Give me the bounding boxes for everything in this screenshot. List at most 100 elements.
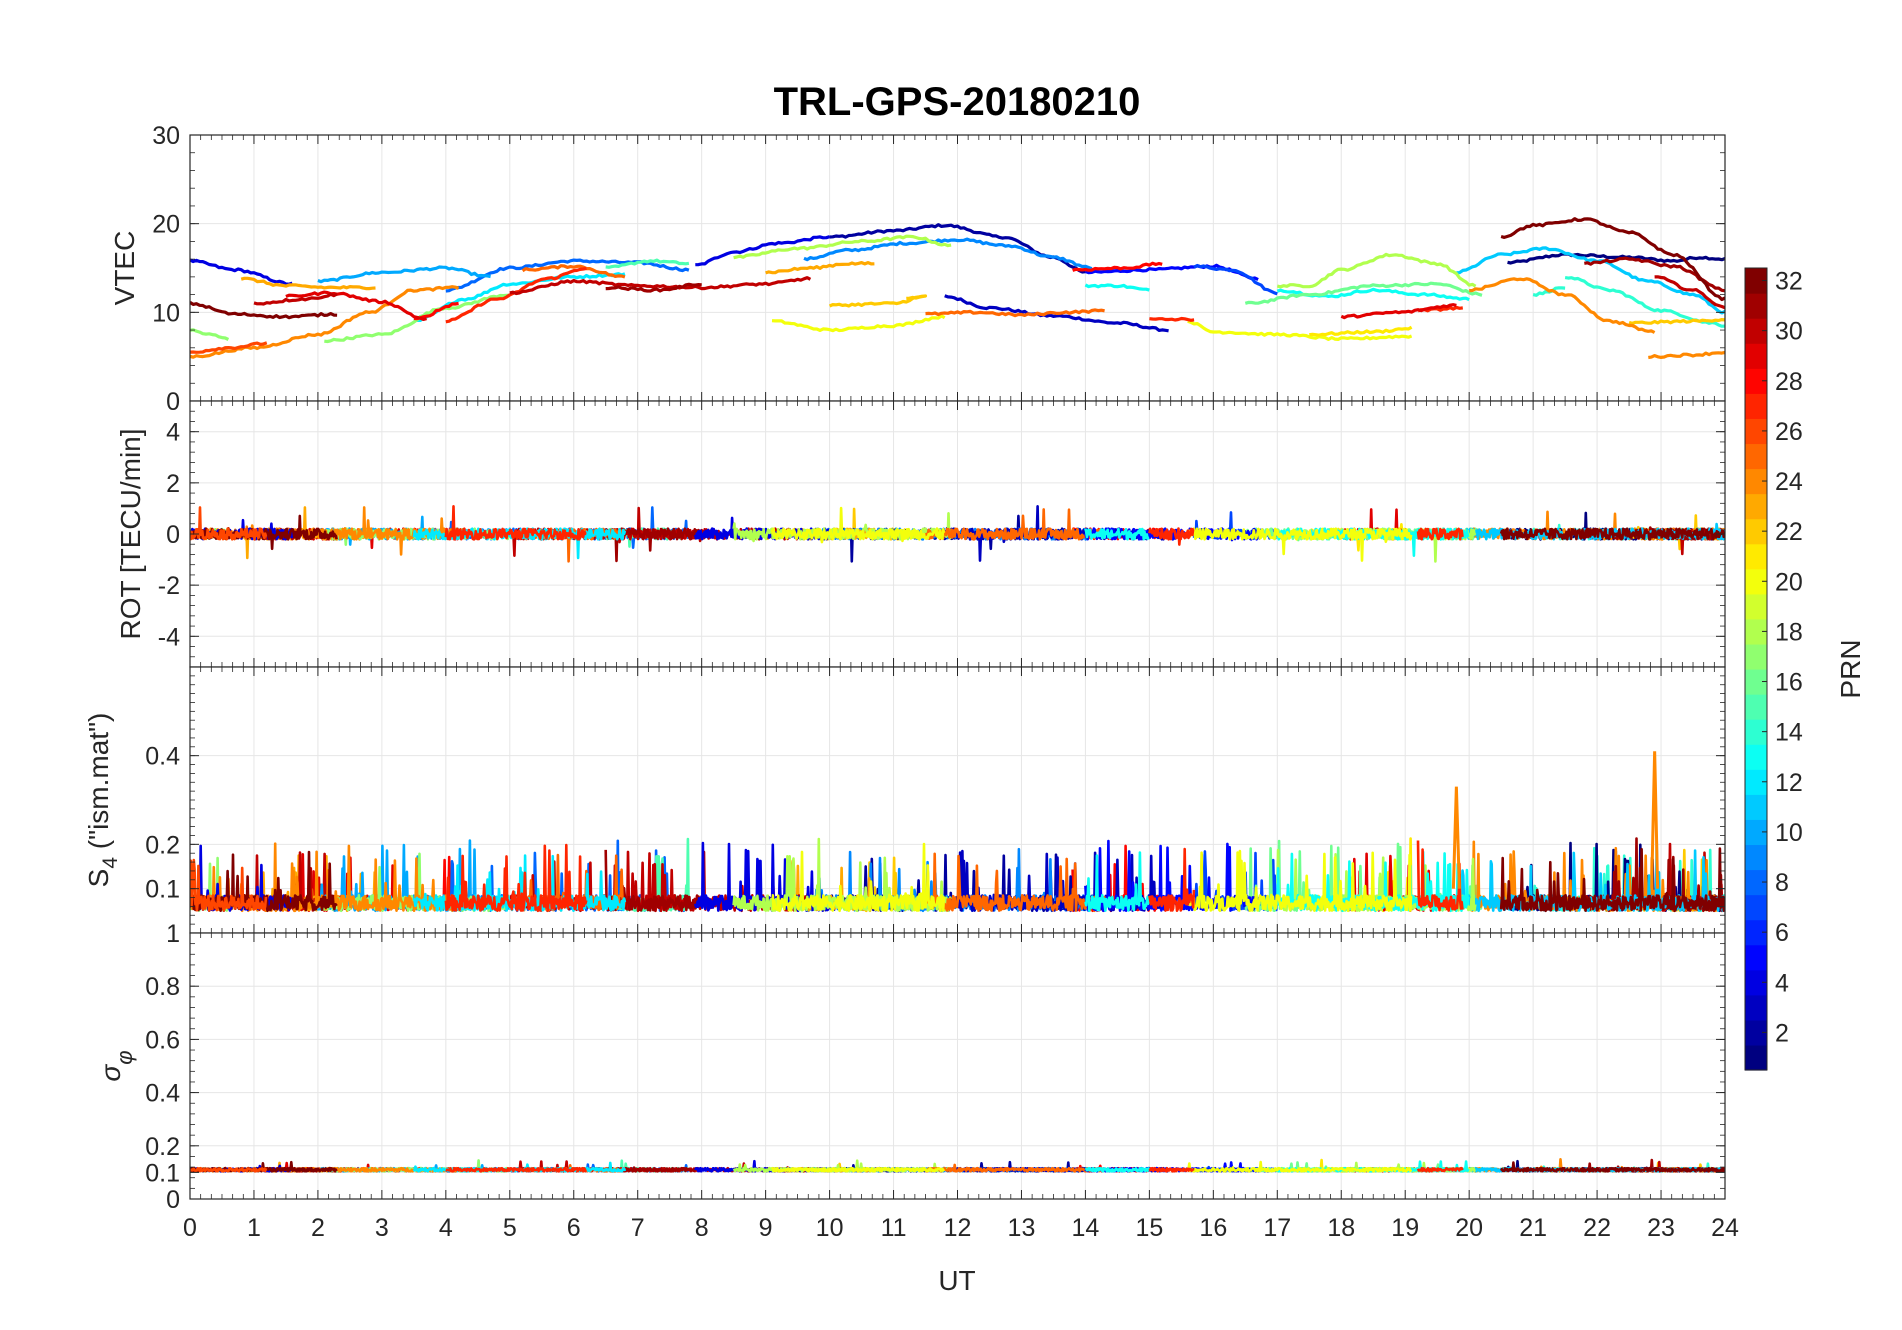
s4-series-prn-25 bbox=[924, 852, 1106, 913]
vtec-series-prn-30 bbox=[1654, 275, 1725, 310]
vtec-series-prn-20 bbox=[771, 314, 946, 333]
vtec-series-prn-32 bbox=[190, 301, 338, 320]
sigma_phi-series-prn-27 bbox=[1416, 1166, 1464, 1173]
colorbar-swatch bbox=[1745, 393, 1767, 419]
vtec-series-prn-4 bbox=[190, 258, 293, 286]
s4-ticks: 0.1 0.2 0.4 1 bbox=[145, 666, 1726, 948]
colorbar-frame bbox=[1744, 267, 1768, 1071]
sigma-phi-ylabel: σφ bbox=[95, 1050, 137, 1081]
vtec-series-prn-16 bbox=[1244, 281, 1483, 305]
vtec-series-prn-12 bbox=[413, 272, 626, 323]
sigma_phi-series-prn-27 bbox=[445, 1166, 587, 1173]
colorbar-swatch bbox=[1745, 468, 1767, 495]
vtec-series-prn-30 bbox=[253, 292, 338, 306]
vtec-series-prn-32 bbox=[1500, 217, 1725, 302]
y-tick-label: 0 bbox=[166, 1186, 180, 1214]
colorbar-label: PRN bbox=[1835, 639, 1866, 698]
y-tick-label: 2 bbox=[166, 470, 180, 498]
y-tick-label: 0.2 bbox=[145, 831, 180, 859]
vtec-series-prn-25 bbox=[925, 308, 1105, 318]
x-tick-labels: 0 1 2 3 4 5 6 7 8 9 10 11 12 13 14 15 16 17 18 19 20 21 22 23 24 bbox=[183, 1214, 1739, 1242]
colorbar-swatch bbox=[1745, 418, 1767, 445]
rot-series-prn-20 bbox=[1186, 527, 1413, 562]
sigma_phi-series-prn-25 bbox=[924, 1163, 1106, 1173]
colorbar-tick-label: 18 bbox=[1775, 618, 1803, 646]
x-axis-label: UT bbox=[938, 1265, 975, 1296]
x-tick-label: 14 bbox=[1072, 1214, 1100, 1242]
x-tick-label: 22 bbox=[1583, 1214, 1611, 1242]
sigma-phi-series bbox=[190, 1158, 1725, 1173]
vtec-series-prn-23 bbox=[765, 261, 875, 275]
y-tick-label: 0.4 bbox=[145, 743, 180, 771]
colorbar-tick-label: 12 bbox=[1775, 769, 1803, 797]
x-tick-label: 20 bbox=[1455, 1214, 1483, 1242]
colorbar-swatch bbox=[1745, 318, 1767, 344]
s4-series-prn-20 bbox=[771, 842, 946, 913]
y-tick-label: 20 bbox=[152, 211, 180, 239]
colorbar-tick-label: 2 bbox=[1775, 1019, 1789, 1047]
sigma-phi-ticks: 00.10.2 0.4 0.6 0.8 bbox=[145, 932, 1726, 1214]
vtec-series-prn-13 bbox=[1084, 283, 1150, 292]
s4-series-prn-13 bbox=[1084, 851, 1150, 913]
colorbar-tick-label: 22 bbox=[1775, 518, 1803, 546]
vtec-series-prn-24 bbox=[1648, 350, 1725, 360]
x-tick-label: 2 bbox=[311, 1214, 325, 1242]
colorbar-tick-label: 30 bbox=[1775, 318, 1803, 346]
s4-ylabel-main: S bbox=[83, 869, 114, 888]
x-tick-label: 13 bbox=[1008, 1214, 1036, 1242]
x-tick-label: 1 bbox=[247, 1214, 261, 1242]
colorbar-swatch bbox=[1745, 919, 1767, 946]
colorbar-tick-label: 24 bbox=[1775, 468, 1803, 496]
vtec-series-prn-15 bbox=[605, 258, 690, 269]
s4-ylabel-suffix: ("ism.mat") bbox=[83, 713, 114, 857]
vtec-series-prn-29 bbox=[1340, 303, 1457, 320]
rot-series-prn-20 bbox=[770, 506, 946, 544]
vtec-series-prn-25 bbox=[521, 264, 626, 279]
colorbar-swatch bbox=[1745, 719, 1767, 745]
rot-ticks: -4 -2 0 2 4 bbox=[158, 400, 1726, 668]
x-tick-label: 0 bbox=[183, 1214, 197, 1242]
colorbar-swatch bbox=[1745, 443, 1767, 470]
colorbar-swatch bbox=[1745, 343, 1767, 369]
rot-series-prn-32 bbox=[1499, 527, 1725, 541]
s4-series-prn-27 bbox=[1148, 847, 1196, 912]
colorbar-swatch bbox=[1745, 819, 1767, 846]
y-tick-label: -2 bbox=[158, 572, 180, 600]
x-tick-label: 19 bbox=[1391, 1214, 1419, 1242]
x-tick-label: 17 bbox=[1263, 1214, 1291, 1242]
vtec-ylabel: VTEC bbox=[109, 231, 140, 306]
x-tick-label: 6 bbox=[567, 1214, 581, 1242]
vtec-series-prn-31 bbox=[605, 282, 702, 293]
y-tick-label: 0.2 bbox=[145, 1133, 180, 1161]
y-tick-label-extra: 1 bbox=[166, 920, 180, 948]
colorbar-swatch bbox=[1745, 1044, 1767, 1071]
x-tick-label: 15 bbox=[1135, 1214, 1163, 1242]
vtec-series bbox=[190, 217, 1725, 360]
colorbar-swatch bbox=[1745, 618, 1767, 645]
vtec-series-prn-24 bbox=[190, 285, 460, 359]
y-tick-label: 4 bbox=[166, 419, 180, 447]
x-tick-label: 23 bbox=[1647, 1214, 1675, 1242]
sigma_phi-series-prn-13 bbox=[1084, 1166, 1151, 1173]
colorbar-swatch bbox=[1745, 669, 1767, 695]
vtec-series-prn-3 bbox=[944, 294, 1169, 333]
vtec-ticks: 0 10 20 30 bbox=[152, 122, 1726, 416]
colorbar-swatch bbox=[1745, 994, 1767, 1021]
rot-ylabel: ROT [TECU/min] bbox=[115, 428, 146, 639]
vtec-series-prn-28 bbox=[1072, 261, 1163, 272]
vtec-series-prn-18 bbox=[1276, 252, 1477, 289]
s4-series-prn-26 bbox=[190, 858, 268, 912]
y-tick-label: 0 bbox=[166, 521, 180, 549]
vtec-series-prn-24 bbox=[1469, 277, 1656, 334]
colorbar-swatch bbox=[1745, 894, 1767, 921]
y-tick-label: 0.1 bbox=[145, 1159, 180, 1187]
vtec-series-prn-18 bbox=[733, 234, 952, 260]
colorbar-tick-label: 16 bbox=[1775, 669, 1803, 697]
colorbar-swatch bbox=[1745, 944, 1767, 971]
s4-spike bbox=[1451, 786, 1461, 889]
colorbar-swatch bbox=[1745, 643, 1767, 670]
vtec-series-prn-10 bbox=[317, 265, 491, 284]
x-tick-label: 16 bbox=[1199, 1214, 1227, 1242]
vtec-series-prn-1 bbox=[1507, 252, 1725, 265]
